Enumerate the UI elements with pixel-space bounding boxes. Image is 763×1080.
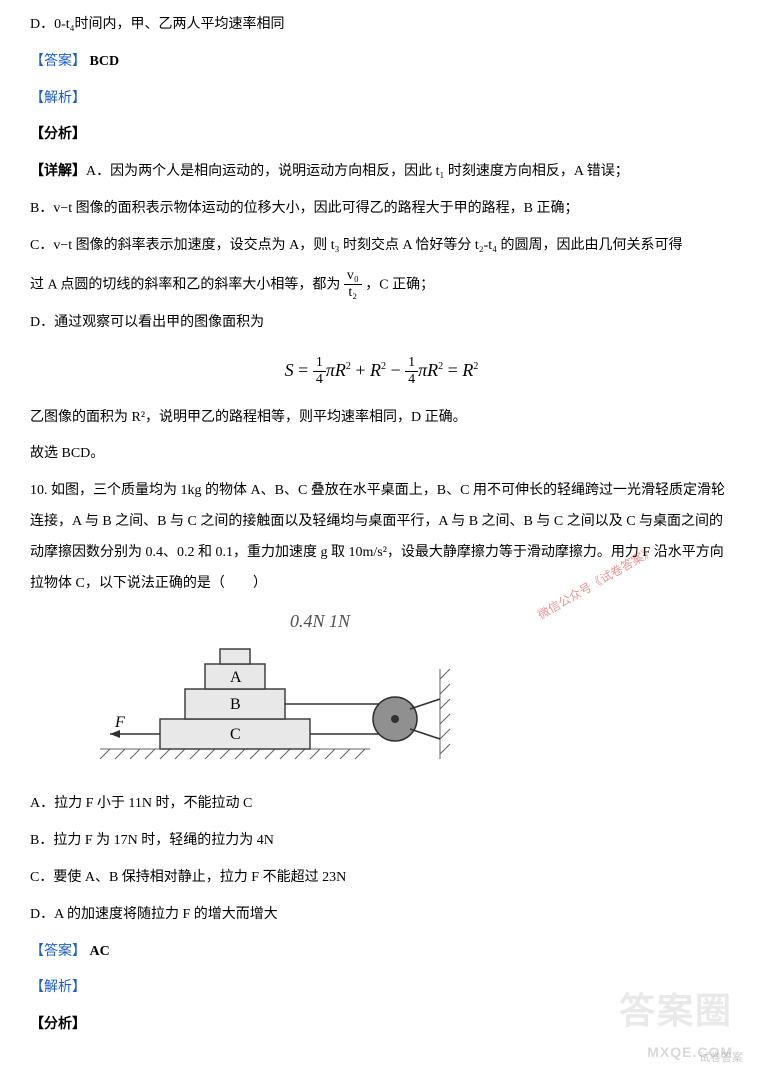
q10-option-c: C．要使 A、B 保持相对静止，拉力 F 不能超过 23N <box>30 863 733 894</box>
force-f-label: F <box>114 714 125 731</box>
block-c-label: C <box>230 726 241 743</box>
q10-text: 如图，三个质量均为 1kg 的物体 A、B、C 叠放在水平桌面上，B、C 用不可… <box>30 483 725 590</box>
hand-annotation: 0.4N 1N <box>290 611 351 631</box>
detail-d-line2: 乙图像的面积为 R²，说明甲乙的路程相等，则平均速率相同，D 正确。 <box>30 403 733 434</box>
detail-b: B．v−t 图像的面积表示物体运动的位移大小，因此可得乙的路程大于甲的路程，B … <box>30 194 733 225</box>
detail-c2a: 过 A 点圆的切线的斜率和乙的斜率大小相等，都为 <box>30 277 340 292</box>
question-10: 10. 如图，三个质量均为 1kg 的物体 A、B、C 叠放在水平桌面上，B、C… <box>30 476 733 599</box>
detail-c-line1: C．v−t 图像的斜率表示加速度，设交点为 A，则 t₃ 时刻交点 A 恰好等分… <box>30 231 733 262</box>
answer-value: BCD <box>90 54 120 69</box>
answer-10-label: 【答案】 <box>30 944 86 959</box>
block-a-label: A <box>230 669 242 686</box>
q10-option-b: B．拉力 F 为 17N 时，轻绳的拉力为 4N <box>30 826 733 857</box>
formula-s: S = 14πR2 + R2 − 14πR2 = R2 <box>30 351 733 391</box>
block-top <box>220 649 250 664</box>
detail-d-line1: D．通过观察可以看出甲的图像面积为 <box>30 308 733 339</box>
detail-a-text: A．因为两个人是相向运动的，说明运动方向相反，因此 t₁ 时刻速度方向相反，A … <box>86 164 629 179</box>
detail-c-line2: 过 A 点圆的切线的斜率和乙的斜率大小相等，都为 v₀ t₂ ，C 正确； <box>30 268 733 303</box>
frac-den: t₂ <box>344 285 362 302</box>
q10-option-d: D．A 的加速度将随拉力 F 的增大而增大 <box>30 900 733 931</box>
block-b-label: B <box>230 696 241 713</box>
physics-diagram: 0.4N 1N <box>90 609 490 779</box>
frac-num: v₀ <box>344 268 362 286</box>
q10-option-a: A．拉力 F 小于 11N 时，不能拉动 C <box>30 789 733 820</box>
jiexi-label: 【解析】 <box>30 84 733 115</box>
final-choice-9: 故选 BCD。 <box>30 439 733 470</box>
prev-option-d: D．0-t₄时间内，甲、乙两人平均速率相同 <box>30 10 733 41</box>
ground-hatching <box>100 749 365 759</box>
fraction-v0-t2: v₀ t₂ <box>344 268 362 303</box>
answer-10-value: AC <box>90 944 110 959</box>
detail-c2b: ，C 正确； <box>365 277 434 292</box>
detail-a: 【详解】A．因为两个人是相向运动的，说明运动方向相反，因此 t₁ 时刻速度方向相… <box>30 157 733 188</box>
answer-10: 【答案】 AC <box>30 937 733 968</box>
answer-9: 【答案】 BCD <box>30 47 733 78</box>
fenxi-label: 【分析】 <box>30 120 733 151</box>
answer-label: 【答案】 <box>30 54 86 69</box>
xiangjie-prefix: 【详解】 <box>30 164 86 179</box>
wall-hatching <box>440 669 450 754</box>
q10-number: 10. <box>30 483 48 498</box>
watermark-bottom: 试卷答案 <box>699 1046 743 1070</box>
